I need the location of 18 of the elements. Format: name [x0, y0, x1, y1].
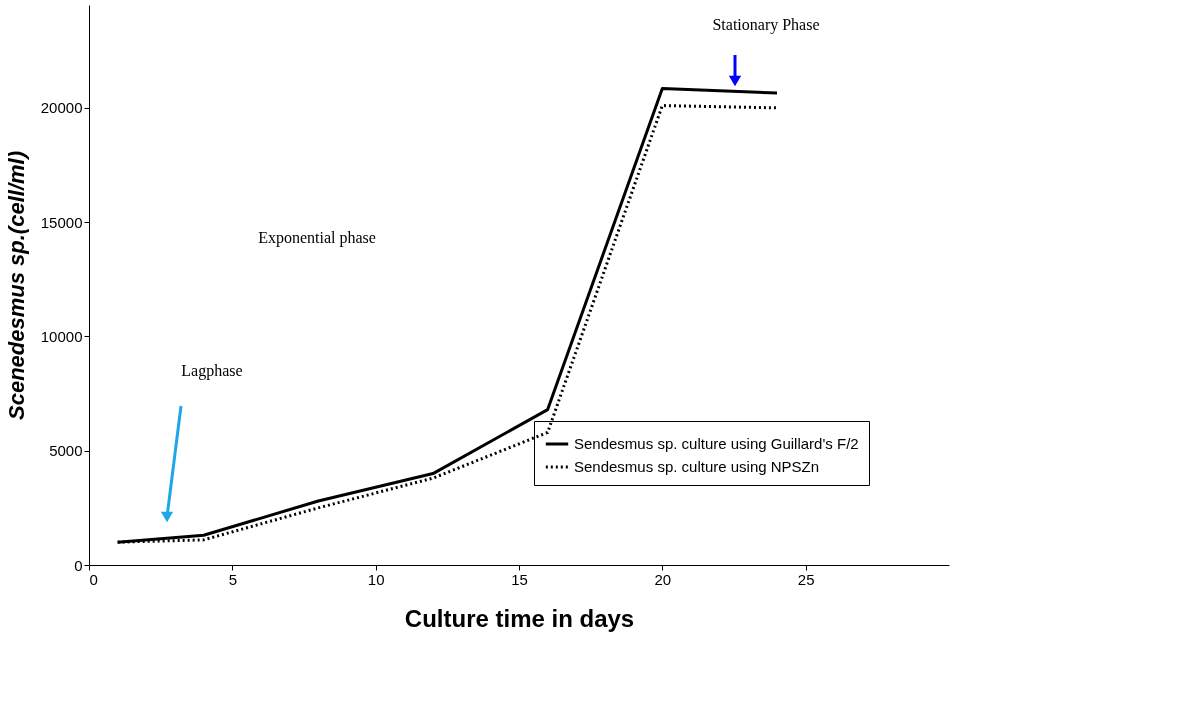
y-tick-label: 5000	[49, 442, 83, 460]
y-tick-label: 20000	[40, 99, 83, 117]
x-axis-title: Culture time in days	[404, 604, 635, 632]
annotation: Lagphase	[181, 362, 243, 380]
y-tick-label: 15000	[40, 213, 83, 231]
x-tick-label: 10	[367, 570, 385, 588]
x-tick-label: 20	[654, 570, 672, 588]
x-tick-label: 5	[228, 570, 238, 588]
x-tick-label: 15	[511, 570, 528, 588]
annotation: Exponential phase	[258, 229, 376, 247]
legend-label: Sendesmus sp. culture using Guillard's F/2	[574, 435, 859, 452]
y-tick-label: 0	[74, 556, 83, 574]
y-tick-label: 10000	[40, 327, 83, 345]
x-tick-label: 25	[797, 570, 815, 588]
legend-label: Sendesmus sp. culture using NPSZn	[574, 458, 820, 475]
annotation: Stationary Phase	[712, 16, 820, 34]
x-tick-label: 0	[89, 570, 98, 588]
y-axis-title: Scenedesmus sp.(cell/ml)	[3, 151, 29, 420]
